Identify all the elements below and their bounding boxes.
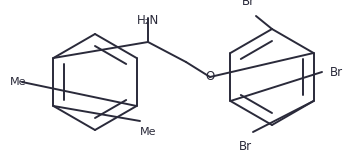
Text: Br: Br [239, 140, 252, 153]
Text: Me: Me [140, 127, 157, 137]
Text: Me: Me [10, 77, 27, 87]
Text: O: O [206, 71, 215, 83]
Text: Br: Br [330, 65, 343, 79]
Text: Br: Br [241, 0, 255, 8]
Text: H₂N: H₂N [137, 14, 159, 27]
